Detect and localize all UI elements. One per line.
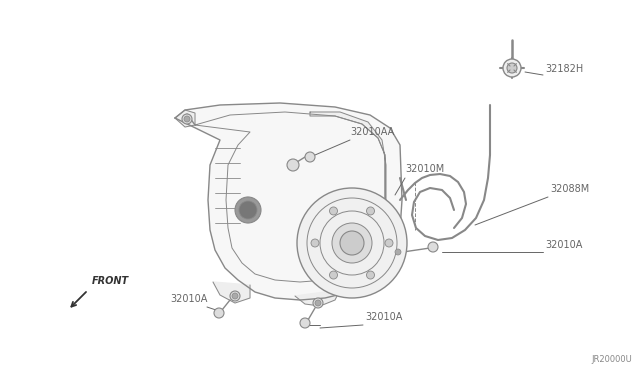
Circle shape	[315, 300, 321, 306]
Circle shape	[184, 116, 190, 122]
Circle shape	[340, 231, 364, 255]
Circle shape	[385, 239, 393, 247]
Circle shape	[503, 59, 521, 77]
Circle shape	[507, 63, 517, 73]
Circle shape	[214, 308, 224, 318]
Circle shape	[330, 271, 337, 279]
Polygon shape	[295, 290, 340, 306]
Polygon shape	[310, 112, 386, 287]
Circle shape	[235, 197, 261, 223]
Circle shape	[239, 201, 257, 219]
Circle shape	[305, 152, 315, 162]
Circle shape	[330, 207, 337, 215]
Circle shape	[182, 114, 192, 124]
Circle shape	[232, 293, 238, 299]
Circle shape	[287, 159, 299, 171]
Text: 32088M: 32088M	[550, 184, 589, 194]
Circle shape	[332, 223, 372, 263]
Text: 32010A: 32010A	[365, 312, 403, 322]
Text: 32182H: 32182H	[545, 64, 583, 74]
Text: 32010A: 32010A	[170, 294, 207, 304]
Circle shape	[393, 247, 403, 257]
Circle shape	[311, 239, 319, 247]
Circle shape	[367, 207, 374, 215]
Circle shape	[300, 318, 310, 328]
Polygon shape	[213, 282, 250, 303]
Circle shape	[297, 188, 407, 298]
Text: FRONT: FRONT	[92, 276, 129, 286]
Text: JR20000U: JR20000U	[591, 355, 632, 364]
Circle shape	[313, 298, 323, 308]
Circle shape	[230, 291, 240, 301]
Polygon shape	[175, 103, 402, 300]
Circle shape	[428, 242, 438, 252]
Circle shape	[367, 271, 374, 279]
Circle shape	[395, 249, 401, 255]
Text: 32010A: 32010A	[545, 240, 582, 250]
Text: 32010M: 32010M	[405, 164, 444, 174]
Polygon shape	[175, 110, 195, 127]
Text: 32010AA: 32010AA	[350, 127, 394, 137]
